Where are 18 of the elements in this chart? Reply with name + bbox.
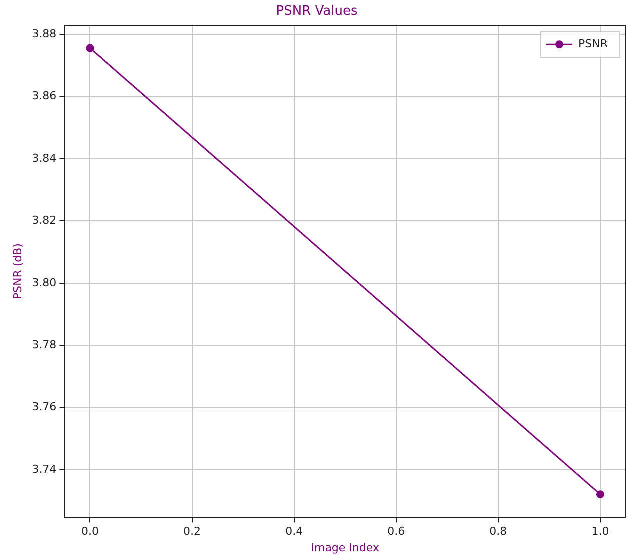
- y-tick-label: 3.82: [32, 214, 57, 228]
- y-axis-title: PSNR (dB): [11, 244, 24, 300]
- y-tick-label: 3.86: [32, 90, 57, 103]
- y-tick-label: 3.76: [32, 400, 57, 414]
- y-tick-label: 3.80: [32, 276, 57, 290]
- legend-label: PSNR: [578, 37, 608, 50]
- x-tick-label: 0.6: [388, 525, 406, 538]
- x-tick-label: 0.8: [490, 525, 508, 538]
- x-tick-label: 0.4: [286, 525, 304, 538]
- y-tick-label: 3.88: [32, 27, 57, 40]
- x-tick-label: 1.0: [592, 525, 610, 538]
- x-tick-label: 0.2: [184, 525, 202, 538]
- x-axis-title: Image Index: [311, 541, 380, 554]
- y-tick-label: 3.78: [32, 338, 57, 352]
- y-tick-label: 3.84: [32, 152, 57, 165]
- y-tick-label: 3.74: [32, 462, 57, 476]
- chart-title: PSNR Values: [276, 4, 358, 20]
- x-tick-label: 0.0: [81, 525, 99, 538]
